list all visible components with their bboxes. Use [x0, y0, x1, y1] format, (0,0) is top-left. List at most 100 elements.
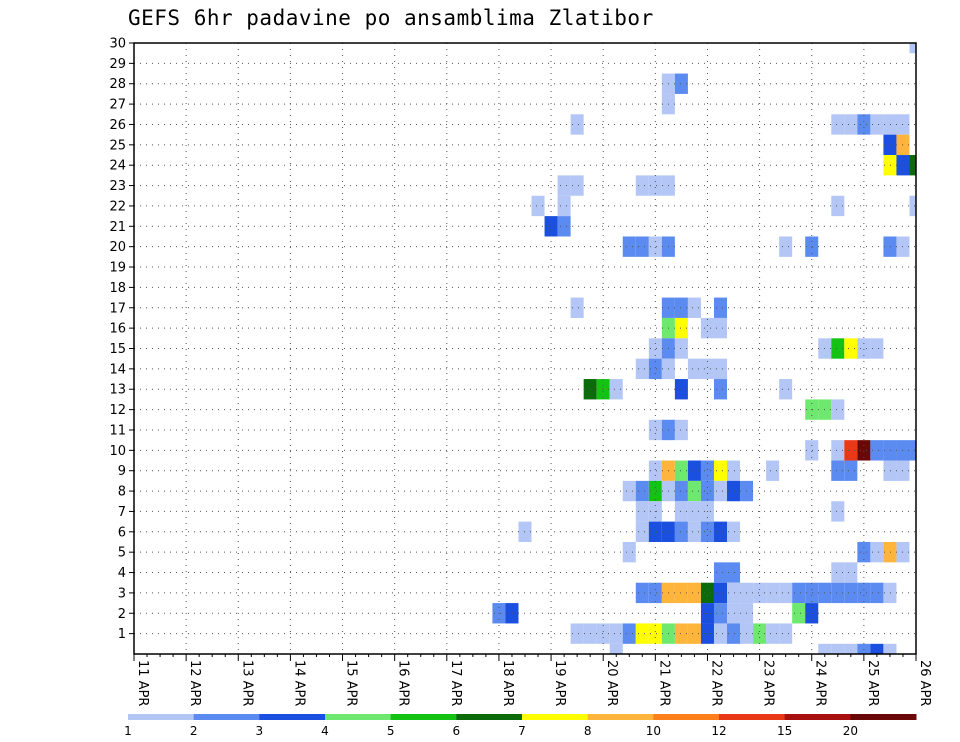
heatmap-cell	[596, 623, 610, 644]
heatmap-cell	[857, 582, 871, 604]
x-tick-label: 14 APR	[291, 660, 306, 706]
legend-label: 6	[453, 724, 461, 738]
y-tick-label: 26	[109, 118, 126, 133]
y-tick-label: 16	[109, 322, 126, 337]
heatmap-cell	[622, 623, 636, 644]
heatmap-cell	[687, 623, 701, 644]
heatmap-cell	[635, 175, 649, 196]
heatmap-cell	[648, 582, 662, 604]
heatmap-cell	[596, 379, 610, 400]
heatmap-cell	[857, 541, 871, 563]
heatmap-cell	[700, 521, 714, 542]
x-tick-label: 12 APR	[187, 660, 202, 706]
heatmap-cell	[700, 582, 714, 604]
heatmap-cell	[700, 460, 714, 481]
y-tick-label: 29	[109, 57, 126, 72]
heatmap-cell	[713, 521, 728, 542]
legend-label: 4	[321, 724, 329, 738]
heatmap-cell	[831, 643, 845, 654]
heatmap-cell	[883, 643, 897, 654]
x-tick-label: 22 APR	[708, 660, 723, 706]
y-tick-label: 23	[109, 179, 126, 194]
legend-swatch	[784, 714, 851, 720]
x-tick-label: 18 APR	[500, 660, 515, 706]
legend-label: 12	[711, 724, 726, 738]
heatmap-cell	[727, 521, 741, 542]
heatmap-cell	[570, 114, 584, 135]
x-tick-label: 19 APR	[552, 660, 567, 706]
heatmap-cell	[831, 562, 845, 583]
heatmap-cell	[674, 521, 688, 542]
heatmap-cell	[753, 582, 767, 604]
heatmap-cell	[648, 623, 662, 644]
heatmap-cell	[805, 236, 819, 257]
y-tick-label: 6	[118, 525, 126, 540]
heatmap-cell	[674, 480, 688, 502]
y-tick-label: 2	[118, 607, 126, 622]
legend-swatch	[719, 714, 786, 720]
heatmap-cell	[779, 236, 793, 257]
heatmap-cell	[870, 643, 884, 654]
heatmap-cell	[870, 440, 884, 461]
heatmap-cell	[674, 501, 688, 522]
legend-label: 15	[777, 724, 792, 738]
heatmap-cell	[713, 358, 728, 380]
heatmap-cell	[857, 338, 871, 359]
heatmap-cell	[557, 175, 571, 196]
x-tick-label: 13 APR	[239, 660, 254, 706]
heatmap-cell	[635, 236, 649, 257]
heatmap-cell	[844, 582, 858, 604]
heatmap-cell	[844, 643, 858, 654]
heatmap-cell	[766, 623, 780, 644]
legend-swatch	[850, 714, 917, 720]
y-tick-label: 21	[109, 220, 126, 235]
heatmap-cell	[792, 603, 806, 624]
heatmap-cell	[857, 643, 871, 654]
legend-label: 8	[584, 724, 592, 738]
heatmap-cell	[557, 216, 571, 237]
heatmap-cell	[531, 195, 545, 217]
heatmap-cell	[570, 297, 584, 318]
legend-swatch	[128, 714, 195, 720]
x-tick-label: 26 APR	[917, 660, 932, 706]
heatmap-cell	[609, 623, 623, 644]
heatmap-cell	[818, 643, 832, 654]
legend-label: 20	[843, 724, 858, 738]
heatmap-cell	[844, 440, 858, 461]
heatmap-cell	[727, 480, 741, 502]
heatmap-cell	[505, 603, 519, 624]
y-tick-label: 24	[109, 159, 126, 174]
heatmap-cell	[727, 562, 741, 583]
heatmap-cell	[570, 175, 584, 196]
heatmap-cell	[674, 582, 688, 604]
x-tick-label: 16 APR	[396, 660, 411, 706]
heatmap-cell	[713, 562, 728, 583]
heatmap-cell	[779, 379, 793, 400]
heatmap-cell	[648, 460, 662, 481]
heatmap-cell	[909, 43, 916, 54]
heatmap-cell	[609, 643, 623, 654]
heatmap-cell	[766, 460, 780, 481]
y-tick-label: 12	[109, 403, 126, 418]
y-tick-label: 13	[109, 383, 126, 398]
heatmap-cell	[635, 480, 649, 502]
x-tick-label: 24 APR	[813, 660, 828, 706]
heatmap-cell	[674, 379, 688, 400]
y-tick-label: 18	[109, 281, 126, 296]
legend-swatch	[587, 714, 654, 720]
heatmap-cell	[713, 317, 728, 339]
heatmap-cell	[727, 603, 741, 624]
heatmap-cell	[844, 562, 858, 583]
heatmap-cell	[727, 623, 741, 644]
x-tick-label: 17 APR	[448, 660, 463, 706]
x-tick-label: 21 APR	[656, 660, 671, 706]
legend-swatch	[193, 714, 260, 720]
heatmap-cell	[831, 440, 845, 461]
heatmap-cell	[844, 338, 858, 359]
heatmap-cell	[622, 480, 636, 502]
heatmap-cell	[883, 582, 897, 604]
y-tick-label: 10	[109, 444, 126, 459]
y-tick-label: 7	[118, 505, 126, 520]
heatmap-cell	[857, 114, 871, 135]
y-tick-label: 17	[109, 301, 126, 316]
